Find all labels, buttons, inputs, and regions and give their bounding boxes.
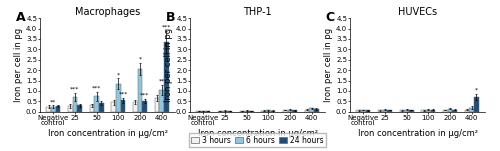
Bar [142,101,147,112]
Bar [244,111,249,112]
Bar [94,96,99,112]
Bar [228,111,232,112]
Bar [160,90,164,112]
Bar [474,97,479,112]
Bar [448,109,452,112]
Bar [304,110,310,112]
Bar [452,110,457,112]
Text: *: * [117,72,120,77]
Bar [378,111,382,112]
Bar [56,106,60,112]
Bar [218,111,222,112]
Bar [310,108,314,112]
Bar [382,110,388,112]
Bar [196,111,201,112]
Title: THP-1: THP-1 [243,7,272,17]
Y-axis label: Iron per cell in pg: Iron per cell in pg [164,28,173,102]
X-axis label: Iron concentration in μg/cm²: Iron concentration in μg/cm² [198,129,318,138]
Text: C: C [326,11,335,24]
Bar [68,106,72,112]
Y-axis label: Iron per cell in pg: Iron per cell in pg [324,28,333,102]
Text: A: A [16,11,26,24]
Bar [206,111,210,112]
Bar [443,110,448,112]
Text: *: * [138,57,141,62]
Text: B: B [166,11,175,24]
Bar [404,110,409,112]
Bar [366,111,370,112]
Bar [388,110,392,112]
Bar [138,69,142,112]
Bar [314,109,319,112]
Bar [116,84,120,112]
Bar [120,100,126,112]
Bar [283,110,288,112]
Bar [261,111,266,112]
Bar [78,106,82,112]
Bar [90,106,94,112]
Bar [164,42,169,112]
Text: ***: *** [140,93,149,98]
Bar [426,110,430,112]
Bar [46,107,51,112]
Bar [356,111,361,112]
Bar [270,111,276,112]
Title: Macrophages: Macrophages [75,7,140,17]
Text: ***: *** [162,24,171,29]
Bar [99,103,104,112]
Text: ***: *** [70,87,80,92]
Bar [470,108,474,112]
Bar [201,111,205,112]
Bar [51,107,56,112]
Bar [400,111,404,112]
Bar [240,111,244,112]
Bar [430,110,436,112]
Bar [72,97,78,112]
Bar [464,110,469,112]
Bar [222,111,228,112]
Bar [421,110,426,112]
X-axis label: Iron concentration in μg/cm²: Iron concentration in μg/cm² [48,129,168,138]
Title: HUVECs: HUVECs [398,7,437,17]
Bar [249,111,254,112]
Bar [154,98,160,112]
Text: ***: *** [118,92,128,96]
Text: **: ** [50,99,56,104]
Bar [288,110,292,112]
Y-axis label: Iron per cell in pg: Iron per cell in pg [14,28,23,102]
Bar [292,110,297,112]
Bar [111,102,116,112]
Text: **: ** [158,79,165,84]
Bar [361,110,366,112]
Text: ***: *** [92,85,102,90]
X-axis label: Iron concentration in μg/cm²: Iron concentration in μg/cm² [358,129,478,138]
Text: *: * [475,88,478,93]
Bar [133,102,138,112]
Bar [409,110,414,112]
Bar [266,110,270,112]
Legend: 3 hours, 6 hours, 24 hours: 3 hours, 6 hours, 24 hours [188,133,326,147]
